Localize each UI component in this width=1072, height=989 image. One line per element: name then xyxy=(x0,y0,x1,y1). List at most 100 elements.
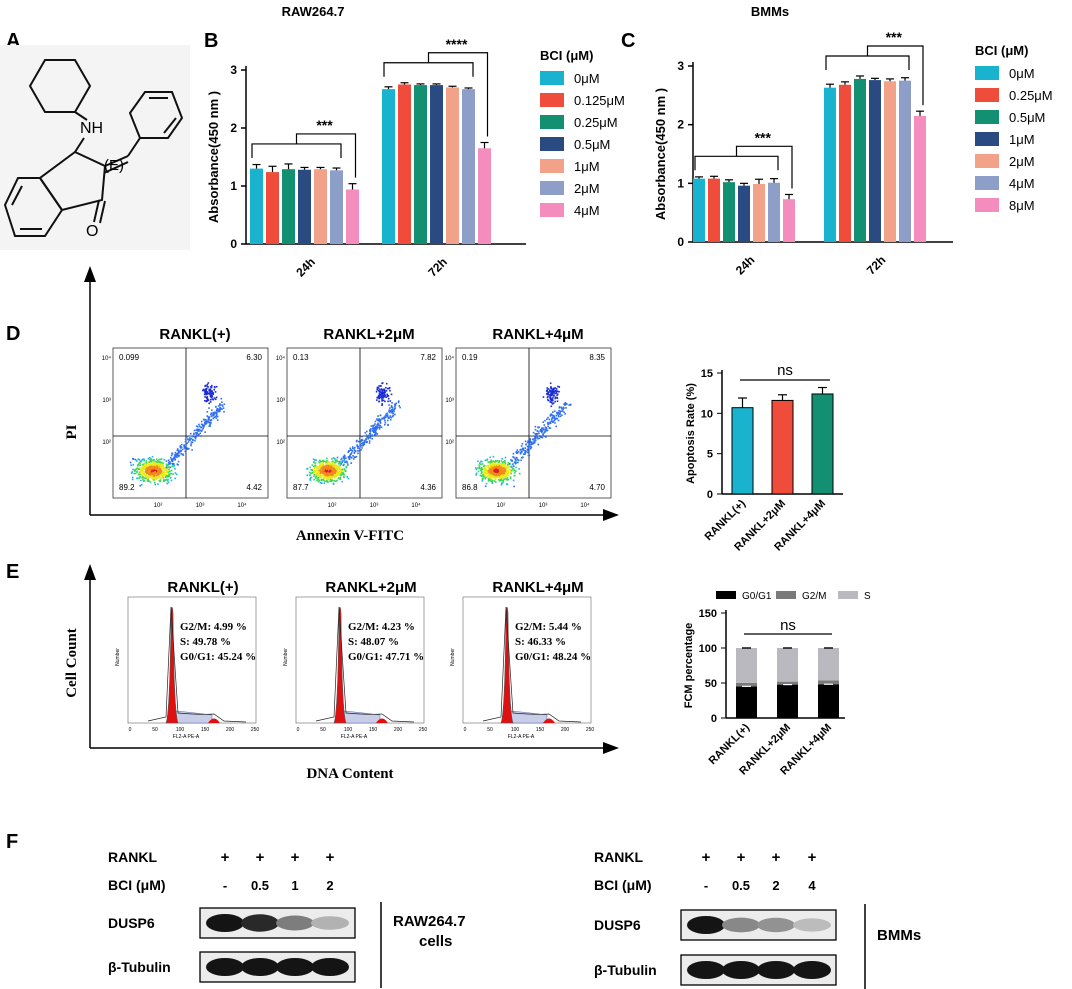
event-dot xyxy=(379,414,382,417)
event-dot xyxy=(554,389,557,392)
event-dot xyxy=(554,400,556,403)
event-dot xyxy=(389,416,391,418)
event-dot xyxy=(202,426,205,428)
event-dot xyxy=(527,454,530,457)
event-dot xyxy=(332,470,335,473)
event-dot xyxy=(502,475,505,478)
event-dot xyxy=(506,473,509,476)
event-dot xyxy=(504,456,507,459)
stat-s: S: 49.78 % xyxy=(180,636,231,648)
event-dot xyxy=(158,476,161,479)
event-dot xyxy=(180,443,183,446)
event-dot xyxy=(507,463,509,466)
event-dot xyxy=(519,452,522,454)
event-dot xyxy=(345,460,347,463)
event-dot xyxy=(354,456,356,459)
event-dot xyxy=(223,403,226,406)
event-dot xyxy=(533,440,536,442)
bar-1μM-72h xyxy=(446,87,459,245)
event-dot xyxy=(489,476,491,479)
event-dot xyxy=(495,471,497,473)
event-dot xyxy=(390,416,393,419)
event-dot xyxy=(334,476,336,478)
event-dot xyxy=(506,483,509,485)
event-dot xyxy=(528,454,531,456)
event-dot xyxy=(336,460,338,463)
event-dot xyxy=(212,417,215,420)
event-dot xyxy=(171,460,174,462)
event-dot xyxy=(548,422,550,424)
event-dot xyxy=(369,436,372,439)
rankl-sign: + xyxy=(221,849,230,866)
event-dot xyxy=(342,460,344,462)
event-dot xyxy=(496,468,498,471)
event-dot xyxy=(389,389,391,392)
event-dot xyxy=(374,433,376,436)
bci-dose: 2 xyxy=(772,878,779,893)
event-dot xyxy=(386,414,389,416)
event-dot xyxy=(215,417,218,419)
event-dot xyxy=(482,468,485,471)
event-dot xyxy=(133,469,136,471)
event-dot xyxy=(529,447,532,450)
event-dot xyxy=(340,457,343,460)
event-dot xyxy=(154,469,156,472)
event-dot xyxy=(558,406,561,408)
event-dot xyxy=(512,452,515,455)
event-dot xyxy=(540,427,543,430)
event-dot xyxy=(332,457,335,459)
event-dot xyxy=(141,466,144,468)
event-dot xyxy=(320,474,323,477)
event-dot xyxy=(145,469,147,472)
event-dot xyxy=(328,467,331,470)
event-dot xyxy=(340,471,342,474)
event-dot xyxy=(332,462,334,464)
event-dot xyxy=(200,430,203,432)
event-dot xyxy=(143,459,145,462)
event-dot xyxy=(145,461,148,464)
event-dot xyxy=(158,470,161,473)
event-dot xyxy=(512,468,515,470)
event-dot xyxy=(168,466,170,468)
event-dot xyxy=(478,464,480,466)
event-dot xyxy=(556,400,559,402)
event-dot xyxy=(537,443,540,446)
event-dot xyxy=(313,475,315,478)
event-dot xyxy=(507,461,510,464)
event-dot xyxy=(320,460,323,463)
event-dot xyxy=(534,428,537,431)
event-dot xyxy=(340,473,343,476)
event-dot xyxy=(210,391,212,394)
event-dot xyxy=(369,430,372,433)
event-dot xyxy=(335,465,337,467)
event-dot xyxy=(524,450,527,452)
event-dot xyxy=(155,458,158,461)
event-dot xyxy=(371,434,374,436)
event-dot xyxy=(549,401,552,403)
event-dot xyxy=(554,387,557,389)
band-label-tubulin: β-Tubulin xyxy=(108,959,171,975)
event-dot xyxy=(145,471,147,474)
event-dot xyxy=(357,452,359,455)
event-dot xyxy=(529,440,532,443)
event-dot xyxy=(190,444,192,447)
event-dot xyxy=(520,456,523,459)
hist-x-label: FL2-A PE-A xyxy=(173,734,200,740)
bar-G0/G1-RANKL+2μM xyxy=(777,684,798,718)
event-dot xyxy=(477,467,479,469)
event-dot xyxy=(493,463,495,466)
event-dot xyxy=(337,472,339,475)
event-dot xyxy=(318,475,321,477)
event-dot xyxy=(200,423,203,426)
event-dot xyxy=(179,445,182,447)
event-dot xyxy=(350,462,352,464)
event-dot xyxy=(343,454,346,457)
sig-label: *** xyxy=(755,129,772,145)
event-dot xyxy=(328,477,331,480)
event-dot xyxy=(501,468,504,470)
event-dot xyxy=(317,470,320,473)
event-dot xyxy=(496,476,498,479)
event-dot xyxy=(203,424,206,427)
